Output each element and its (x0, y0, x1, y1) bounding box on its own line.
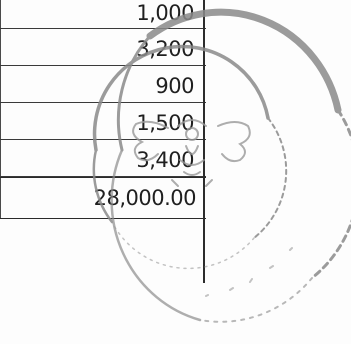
table-row: 900 (0, 66, 206, 103)
column-divider (0, 140, 1, 176)
table-row: 1,500 (0, 103, 206, 140)
table-right-border (203, 0, 205, 283)
table-row: 1,000 (0, 0, 206, 29)
column-divider (0, 103, 1, 139)
total-amount: 28,000.00 (93, 186, 197, 210)
table-row: 3,200 (0, 29, 206, 66)
amount-cell: 900 (155, 74, 194, 98)
table-row: 3,400 (0, 140, 206, 177)
amount-cell: 1,500 (136, 111, 194, 135)
amount-table: 1,000 3,200 900 1,500 3,400 28,000.00 (0, 0, 206, 219)
total-row: 28,000.00 (0, 177, 206, 219)
column-divider (0, 66, 1, 102)
column-divider (0, 178, 1, 218)
column-divider (0, 29, 1, 65)
amount-cell: 3,200 (136, 37, 194, 61)
column-divider (0, 0, 1, 28)
amount-cell: 3,400 (136, 148, 194, 172)
amount-cell: 1,000 (136, 1, 194, 25)
